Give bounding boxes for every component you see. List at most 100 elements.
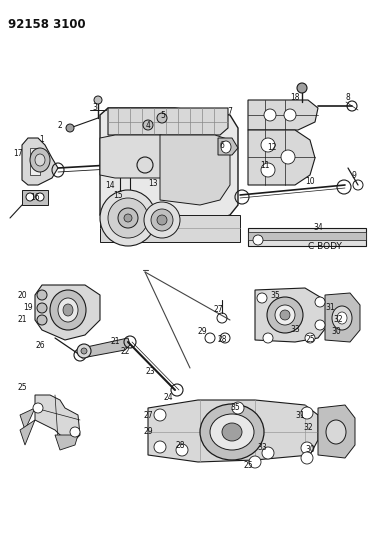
- Ellipse shape: [124, 214, 132, 222]
- Text: 92158 3100: 92158 3100: [8, 18, 86, 31]
- Ellipse shape: [154, 441, 166, 453]
- Ellipse shape: [144, 202, 180, 238]
- Text: 30: 30: [305, 446, 315, 455]
- Text: 10: 10: [305, 177, 315, 187]
- Text: 35: 35: [270, 290, 280, 300]
- Ellipse shape: [26, 193, 34, 201]
- Polygon shape: [30, 148, 40, 175]
- Text: 30: 30: [331, 327, 341, 336]
- Text: 17: 17: [13, 149, 23, 157]
- Ellipse shape: [222, 423, 242, 441]
- Ellipse shape: [50, 290, 86, 330]
- Ellipse shape: [37, 303, 47, 313]
- Ellipse shape: [301, 452, 313, 464]
- Text: 32: 32: [303, 424, 313, 432]
- Bar: [248, 228, 366, 246]
- Polygon shape: [55, 435, 78, 450]
- Ellipse shape: [108, 198, 148, 238]
- Text: 14: 14: [105, 181, 115, 190]
- Ellipse shape: [332, 306, 352, 330]
- Text: 19: 19: [23, 303, 33, 312]
- Polygon shape: [35, 285, 100, 340]
- Ellipse shape: [143, 120, 153, 130]
- Text: 13: 13: [148, 179, 158, 188]
- Text: 2: 2: [58, 122, 62, 131]
- Bar: [248, 232, 366, 240]
- Polygon shape: [100, 135, 175, 178]
- Text: 7: 7: [228, 108, 232, 117]
- Text: 20: 20: [17, 290, 27, 300]
- Ellipse shape: [151, 209, 173, 231]
- Text: 5: 5: [161, 110, 166, 119]
- Ellipse shape: [33, 403, 43, 413]
- Ellipse shape: [267, 297, 303, 333]
- Ellipse shape: [262, 447, 274, 459]
- Ellipse shape: [66, 124, 74, 132]
- Text: 27: 27: [213, 305, 223, 314]
- Ellipse shape: [58, 298, 78, 322]
- Ellipse shape: [63, 304, 73, 316]
- Ellipse shape: [37, 315, 47, 325]
- Text: 25: 25: [305, 335, 315, 344]
- Ellipse shape: [94, 96, 102, 104]
- Polygon shape: [218, 138, 238, 155]
- Text: 35: 35: [230, 403, 240, 413]
- Ellipse shape: [221, 141, 231, 153]
- Ellipse shape: [118, 208, 138, 228]
- Ellipse shape: [264, 109, 276, 121]
- Ellipse shape: [70, 427, 80, 437]
- Text: 18: 18: [290, 93, 300, 102]
- Ellipse shape: [326, 420, 346, 444]
- Text: 1: 1: [40, 135, 44, 144]
- Ellipse shape: [30, 148, 50, 172]
- Ellipse shape: [249, 456, 261, 468]
- Text: 31: 31: [325, 303, 335, 312]
- Ellipse shape: [315, 320, 325, 330]
- Text: 22: 22: [120, 348, 130, 357]
- Text: 24: 24: [163, 393, 173, 402]
- Text: 25: 25: [243, 461, 253, 470]
- Text: 23: 23: [145, 367, 155, 376]
- Polygon shape: [22, 138, 58, 185]
- Ellipse shape: [35, 154, 45, 166]
- Ellipse shape: [232, 402, 244, 414]
- Text: 32: 32: [333, 316, 343, 325]
- Ellipse shape: [280, 310, 290, 320]
- Text: C BODY: C BODY: [308, 242, 342, 251]
- Text: 29: 29: [143, 427, 153, 437]
- Polygon shape: [160, 135, 230, 205]
- Text: 9: 9: [352, 171, 356, 180]
- Text: 34: 34: [313, 223, 323, 232]
- Polygon shape: [20, 408, 35, 430]
- Text: 26: 26: [35, 341, 45, 350]
- Polygon shape: [100, 215, 240, 242]
- Text: 11: 11: [260, 160, 270, 169]
- Ellipse shape: [154, 409, 166, 421]
- Polygon shape: [248, 100, 318, 130]
- Ellipse shape: [301, 407, 313, 419]
- Ellipse shape: [77, 344, 91, 358]
- Polygon shape: [80, 338, 130, 358]
- Ellipse shape: [337, 312, 347, 324]
- Ellipse shape: [261, 163, 275, 177]
- Ellipse shape: [36, 193, 44, 201]
- Text: 31: 31: [295, 410, 305, 419]
- Polygon shape: [35, 395, 80, 440]
- Text: 21: 21: [110, 337, 120, 346]
- Polygon shape: [22, 190, 48, 205]
- Text: 3: 3: [93, 103, 97, 112]
- Polygon shape: [255, 288, 328, 342]
- Ellipse shape: [81, 348, 87, 354]
- Text: 4: 4: [145, 120, 150, 130]
- Ellipse shape: [200, 404, 264, 460]
- Polygon shape: [20, 420, 35, 445]
- Ellipse shape: [210, 414, 254, 450]
- Ellipse shape: [315, 297, 325, 307]
- Text: 16: 16: [30, 192, 40, 201]
- Ellipse shape: [157, 113, 167, 123]
- Ellipse shape: [297, 83, 307, 93]
- Ellipse shape: [37, 290, 47, 300]
- Ellipse shape: [305, 333, 315, 343]
- Ellipse shape: [275, 305, 295, 325]
- Polygon shape: [318, 405, 355, 458]
